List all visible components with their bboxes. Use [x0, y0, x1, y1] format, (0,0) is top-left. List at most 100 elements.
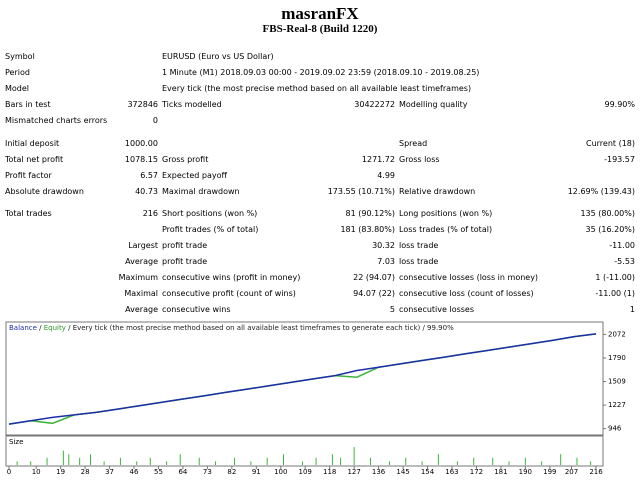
- legend-sep: /: [420, 324, 427, 332]
- x-tick-label: 190: [519, 468, 532, 476]
- size-frame: [5, 435, 604, 467]
- table-cell: Expected payoff: [162, 171, 227, 180]
- table-cell: 135 (80.00%): [580, 209, 635, 218]
- table-cell: 1271.72: [361, 155, 395, 164]
- table-cell: 1 (-11.00): [595, 273, 635, 282]
- plot-frame: [5, 321, 604, 436]
- x-tick-label: 46: [130, 468, 139, 476]
- legend-item: Balance: [9, 324, 37, 332]
- y-tick-label: 1790: [608, 354, 626, 362]
- table-cell: consecutive loss (count of losses): [399, 289, 534, 298]
- legend-item: Every tick (the most precise method base…: [73, 324, 421, 332]
- table-cell: Average: [125, 257, 158, 266]
- x-tick-label: 19: [56, 468, 65, 476]
- table-cell: Long positions (won %): [399, 209, 493, 218]
- table-cell: Spread: [399, 139, 428, 148]
- table-cell: Average: [125, 305, 158, 314]
- x-tick-label: 0: [7, 468, 11, 476]
- table-cell: Gross profit: [162, 155, 209, 164]
- table-cell: -5.53: [614, 257, 635, 266]
- x-tick-label: 118: [323, 468, 336, 476]
- legend-item: Equity: [44, 324, 66, 332]
- x-tick-label: 207: [565, 468, 578, 476]
- x-tick-label: 91: [252, 468, 261, 476]
- table-cell: Modelling quality: [399, 100, 468, 109]
- table-cell: profit trade: [162, 241, 208, 250]
- x-tick-label: 64: [178, 468, 187, 476]
- table-cell: 22 (94.07): [353, 273, 395, 282]
- x-tick-label: 37: [105, 468, 114, 476]
- table-cell: 35 (16.20%): [585, 225, 635, 234]
- table-cell: 12.69% (139.43): [567, 187, 635, 196]
- x-tick-label: 216: [589, 468, 603, 476]
- table-cell: -193.57: [604, 155, 635, 164]
- x-tick-label: 82: [227, 468, 236, 476]
- x-tick-label: 136: [372, 468, 386, 476]
- report-title: masranFX: [281, 4, 359, 23]
- table-cell: Current (18): [585, 139, 635, 148]
- x-tick-label: 73: [203, 468, 212, 476]
- x-tick-label: 10: [32, 468, 41, 476]
- table-cell: 5: [389, 305, 395, 314]
- table-cell: Maximal drawdown: [162, 187, 240, 196]
- x-tick-label: 109: [299, 468, 312, 476]
- x-tick-label: 181: [494, 468, 507, 476]
- balance-line: [8, 333, 597, 425]
- y-tick-label: 946: [608, 425, 622, 433]
- legend-sep: /: [66, 324, 73, 332]
- y-tick-label: 1227: [608, 401, 626, 409]
- table-cell: consecutive profit (count of wins): [162, 289, 296, 298]
- legend-sep: /: [37, 324, 44, 332]
- table-cell: Profit factor: [5, 171, 52, 180]
- table-cell: loss trade: [399, 257, 439, 266]
- table-cell: Model: [5, 84, 30, 93]
- x-tick-label: 154: [421, 468, 435, 476]
- x-tick-label: 28: [81, 468, 90, 476]
- table-cell: Maximum: [118, 273, 158, 282]
- table-cell: Period: [5, 68, 30, 77]
- table-cell: Short positions (won %): [162, 209, 258, 218]
- table-cell: 4.99: [377, 171, 395, 180]
- table-cell: 99.90%: [604, 100, 635, 109]
- table-cell: 7.03: [377, 257, 395, 266]
- table-cell: Ticks modelled: [162, 100, 222, 109]
- table-cell: Initial deposit: [5, 139, 60, 148]
- table-cell: Total trades: [5, 209, 52, 218]
- table-cell: 1: [629, 305, 635, 314]
- x-tick-label: 127: [347, 468, 360, 476]
- x-tick-label: 100: [274, 468, 287, 476]
- table-cell: Gross loss: [399, 155, 440, 164]
- table-cell: Profit trades (% of total): [162, 225, 259, 234]
- table-cell: 94.07 (22): [353, 289, 395, 298]
- table-cell: 30.32: [372, 241, 395, 250]
- y-tick-label: 2072: [608, 330, 626, 338]
- table-cell: profit trade: [162, 257, 208, 266]
- table-cell: 6.57: [140, 171, 158, 180]
- table-cell: Bars in test: [5, 100, 51, 109]
- table-cell: -11.00: [609, 241, 635, 250]
- legend: Balance / Equity / Every tick (the most …: [9, 324, 454, 332]
- table-cell: consecutive wins: [162, 305, 231, 314]
- table-cell: 216: [142, 209, 158, 218]
- x-tick-label: 163: [445, 468, 458, 476]
- table-cell: Every tick (the most precise method base…: [162, 84, 472, 93]
- table-cell: Largest: [128, 241, 158, 250]
- y-tick-label: 1509: [608, 378, 626, 386]
- table-cell: 372846: [127, 100, 158, 109]
- table-cell: Maximal: [124, 289, 158, 298]
- table-cell: Loss trades (% of total): [399, 225, 493, 234]
- table-cell: 81 (90.12%): [345, 209, 395, 218]
- table-cell: Symbol: [5, 52, 35, 61]
- table-cell: consecutive losses (loss in money): [399, 273, 539, 282]
- table-cell: 30422272: [354, 100, 395, 109]
- table-cell: consecutive wins (profit in money): [162, 273, 301, 282]
- table-cell: loss trade: [399, 241, 439, 250]
- table-cell: consecutive losses: [399, 305, 475, 314]
- balance-chart: 946 1227 1509 1790 2072 0 10 19 28 37 46 55 64 73 82 91…: [5, 321, 626, 476]
- table-cell: Mismatched charts errors: [5, 116, 108, 125]
- x-tick-label: 145: [396, 468, 409, 476]
- x-tick-label: 55: [154, 468, 163, 476]
- table-cell: 1 Minute (M1) 2018.09.03 00:00 - 2019.09…: [162, 68, 480, 77]
- table-cell: Absolute drawdown: [5, 187, 84, 196]
